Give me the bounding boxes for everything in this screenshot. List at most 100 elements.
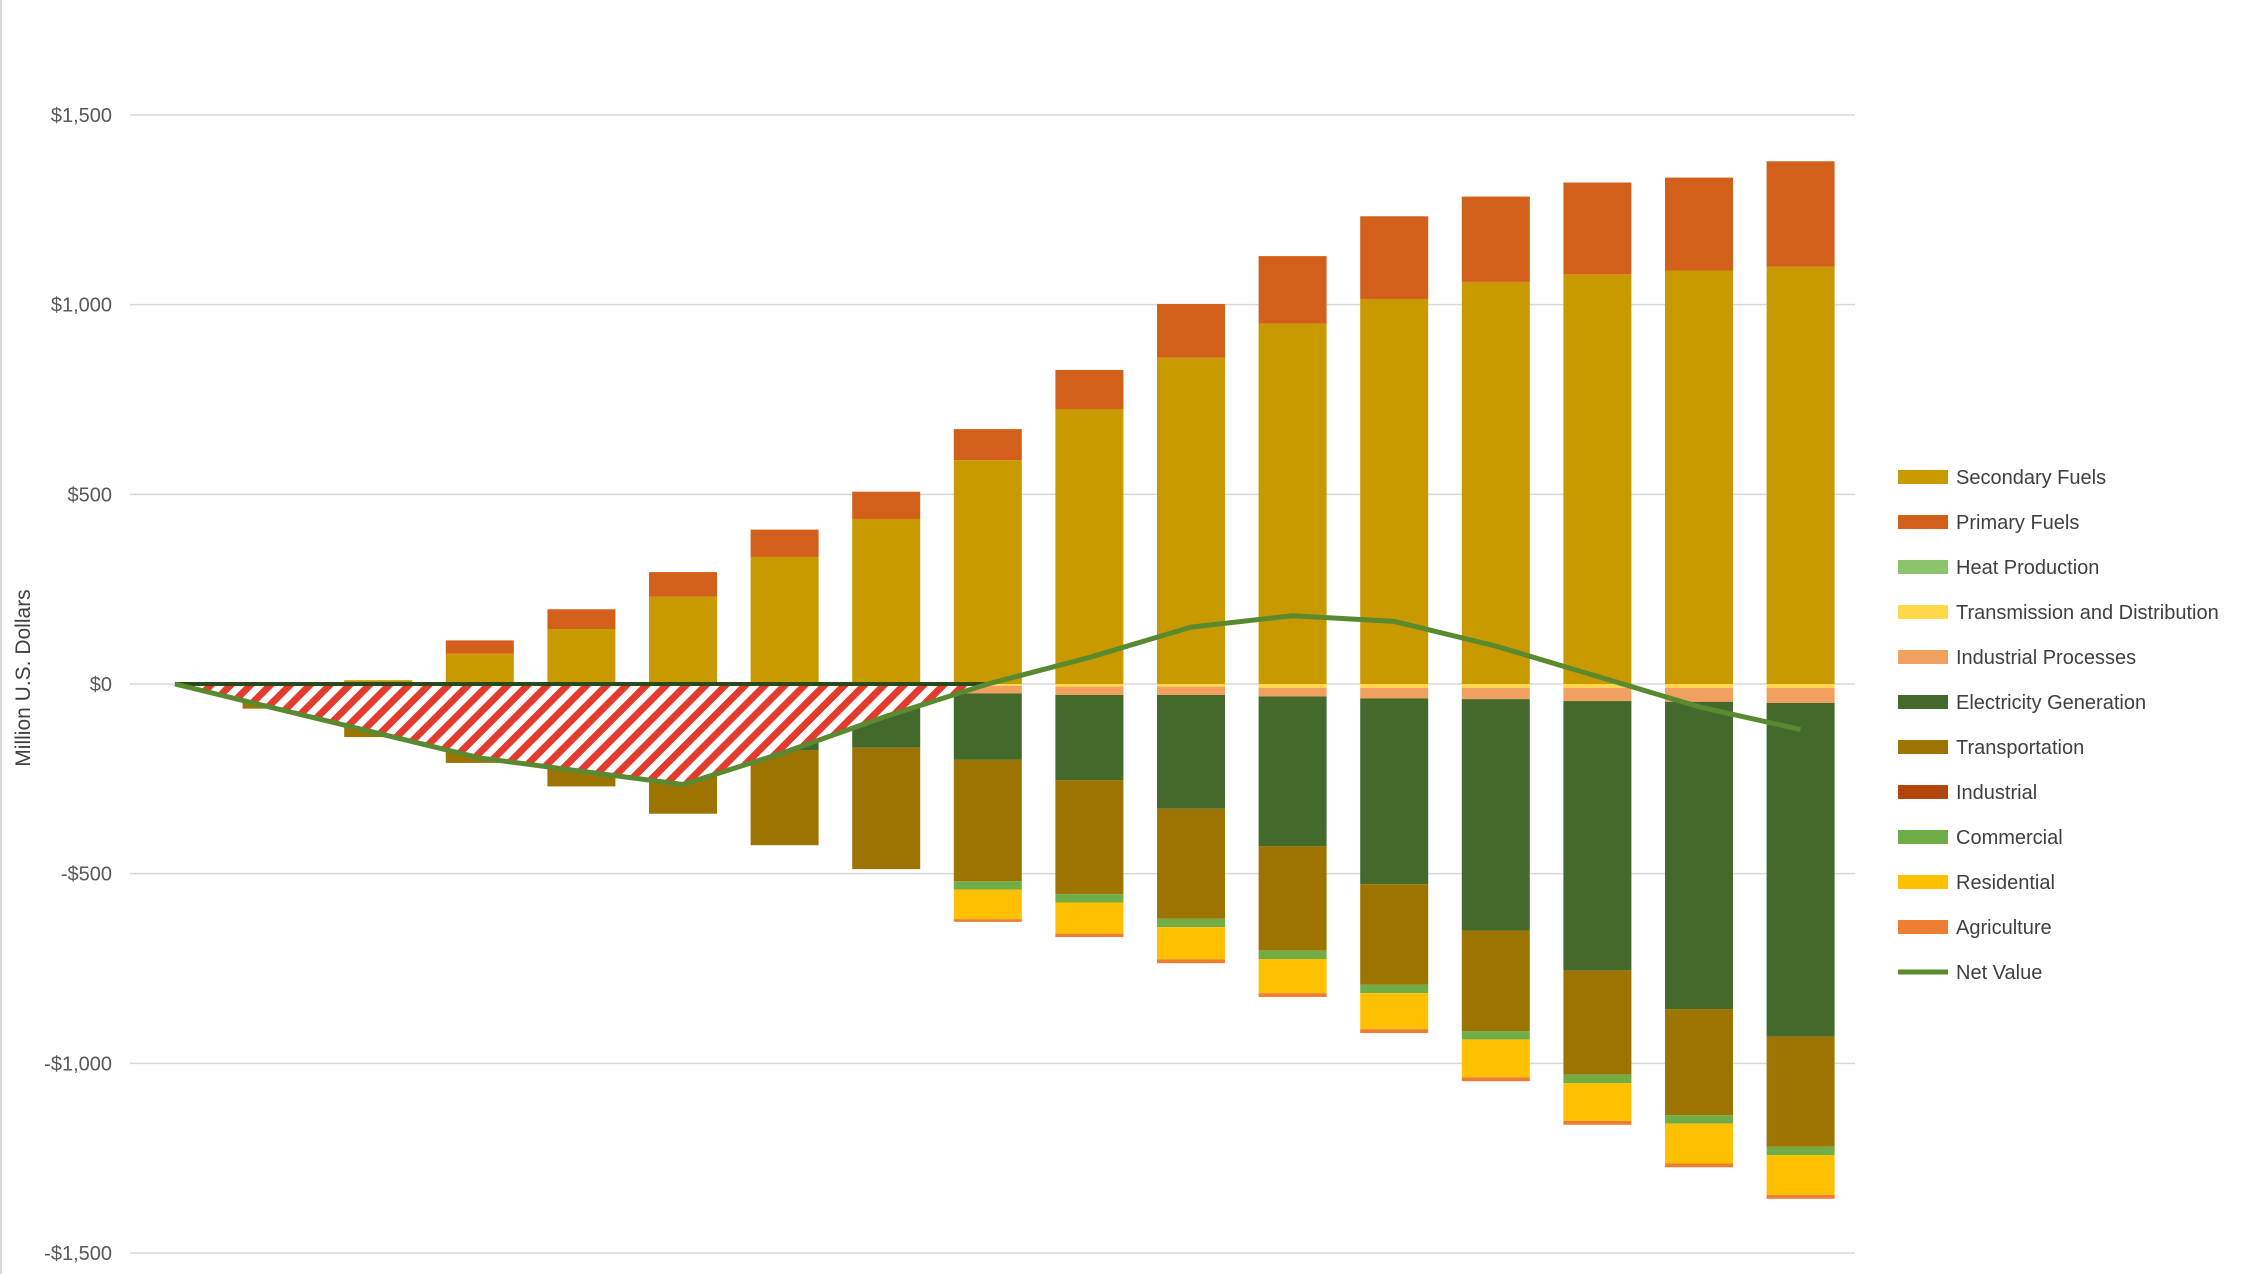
bar-segment — [953, 693, 1022, 760]
bar-segment — [1766, 1194, 1835, 1199]
legend-label: Residential — [1956, 872, 2055, 894]
legend-label: Transportation — [1956, 737, 2084, 759]
legend-item: Electricity Generation — [1898, 692, 2146, 714]
bar-segment — [1157, 686, 1225, 696]
y-tick-label: $1,000 — [51, 295, 112, 317]
bar-segment — [1360, 687, 1429, 699]
y-tick-label: $0 — [90, 674, 112, 696]
legend-label: Heat Production — [1956, 557, 2099, 579]
bar-segment — [1157, 918, 1225, 928]
legend-item: Industrial Processes — [1898, 647, 2136, 669]
legend-label: Industrial Processes — [1956, 647, 2136, 669]
legend-label: Industrial — [1956, 782, 2037, 804]
bar-segment — [547, 628, 616, 684]
bar-segment — [1258, 950, 1327, 960]
legend-swatch — [1898, 605, 1948, 619]
legend-label: Agriculture — [1956, 917, 2052, 939]
bar-segment — [1766, 684, 1835, 688]
bar-segment — [1461, 684, 1530, 688]
bar-segment — [1258, 684, 1327, 688]
bar-segment — [1055, 695, 1124, 781]
legend-label: Net Value — [1956, 962, 2042, 984]
bar-segment — [1461, 1031, 1530, 1040]
bar-segment — [1258, 256, 1327, 324]
legend: Secondary Fuels Primary Fuels Heat Product… — [1898, 467, 2219, 984]
legend-item: Transportation — [1898, 737, 2084, 759]
bar-segment — [1258, 993, 1327, 997]
y-axis-title: Million U.S. Dollars — [12, 589, 35, 766]
bar-segment — [1665, 687, 1733, 702]
bar-segment — [953, 919, 1022, 922]
bar-segment — [852, 747, 921, 870]
legend-swatch — [1898, 830, 1948, 844]
y-tick-label: -$1,000 — [44, 1053, 112, 1075]
legend-swatch — [1898, 470, 1948, 484]
bar-segment — [750, 556, 819, 684]
bar-segment — [649, 596, 717, 684]
y-tick-label: -$1,500 — [44, 1243, 112, 1265]
bar-segment — [1766, 161, 1835, 267]
bar-segment — [547, 609, 616, 629]
legend-swatch — [1898, 695, 1948, 709]
bar-segment — [1157, 303, 1225, 358]
bar-segment — [953, 460, 1022, 684]
bar-segment — [1563, 687, 1632, 702]
bar-segment — [445, 653, 514, 684]
legend-label: Electricity Generation — [1956, 692, 2146, 714]
bar-segment — [1665, 1009, 1733, 1116]
bar-segment — [750, 750, 819, 846]
bar-segment — [1563, 684, 1632, 688]
bar-segment — [1665, 701, 1733, 1010]
bar-segment — [953, 685, 1022, 694]
y-axis-ticks: $1,500 $1,000 $500 $0 -$500 -$1,000 -$1,500 — [44, 105, 112, 1265]
bar-segment — [953, 759, 1022, 882]
bar-segment — [1563, 1120, 1632, 1125]
bar-segment — [1563, 1074, 1632, 1084]
bar-segment — [1157, 927, 1225, 960]
bar-segment — [852, 518, 921, 684]
bar-segment — [1055, 369, 1124, 409]
legend-item: Residential — [1898, 872, 2055, 894]
bar-segment — [1258, 959, 1327, 994]
legend-item: Heat Production — [1898, 557, 2099, 579]
bar-segment — [1055, 894, 1124, 903]
bar-segment — [1055, 684, 1124, 687]
legend-item: Transmission and Distribution — [1898, 602, 2219, 624]
legend-swatch — [1898, 920, 1948, 934]
bar-segment — [750, 529, 819, 557]
bar-segment — [1563, 701, 1632, 971]
bar-segment — [1360, 884, 1429, 985]
bar-segment — [1563, 274, 1632, 684]
bar-segment — [1665, 1115, 1733, 1124]
legend-label: Secondary Fuels — [1956, 467, 2106, 489]
bar-segment — [1665, 177, 1733, 271]
y-tick-label: -$500 — [61, 864, 112, 886]
bar-segment — [1157, 695, 1225, 809]
bar-segment — [1258, 323, 1327, 684]
bar-segment — [1360, 984, 1429, 994]
legend-item: Secondary Fuels — [1898, 467, 2106, 489]
bar-segment — [1157, 684, 1225, 687]
bar-segment — [1665, 684, 1733, 688]
bar-segment — [1665, 1163, 1733, 1168]
legend-label: Commercial — [1956, 827, 2063, 849]
bar-segment — [1665, 270, 1733, 684]
bar-segment — [1157, 959, 1225, 964]
bar-segment — [1461, 1077, 1530, 1082]
bar-segment — [953, 889, 1022, 920]
bar-segment — [1563, 182, 1632, 275]
bar-segment — [1360, 684, 1429, 688]
bar-segment — [1766, 687, 1835, 703]
bar-segment — [1055, 933, 1124, 938]
bar-segment — [953, 429, 1022, 461]
bar-segment — [1055, 686, 1124, 696]
bar-segment — [1157, 808, 1225, 919]
bar-segment — [852, 491, 921, 519]
bar-segment — [1258, 846, 1327, 951]
bar-segment — [1461, 281, 1530, 684]
legend-item: Industrial — [1898, 782, 2037, 804]
legend-item: Agriculture — [1898, 917, 2052, 939]
bar-segment — [1055, 780, 1124, 895]
y-tick-label: $1,500 — [51, 105, 112, 127]
